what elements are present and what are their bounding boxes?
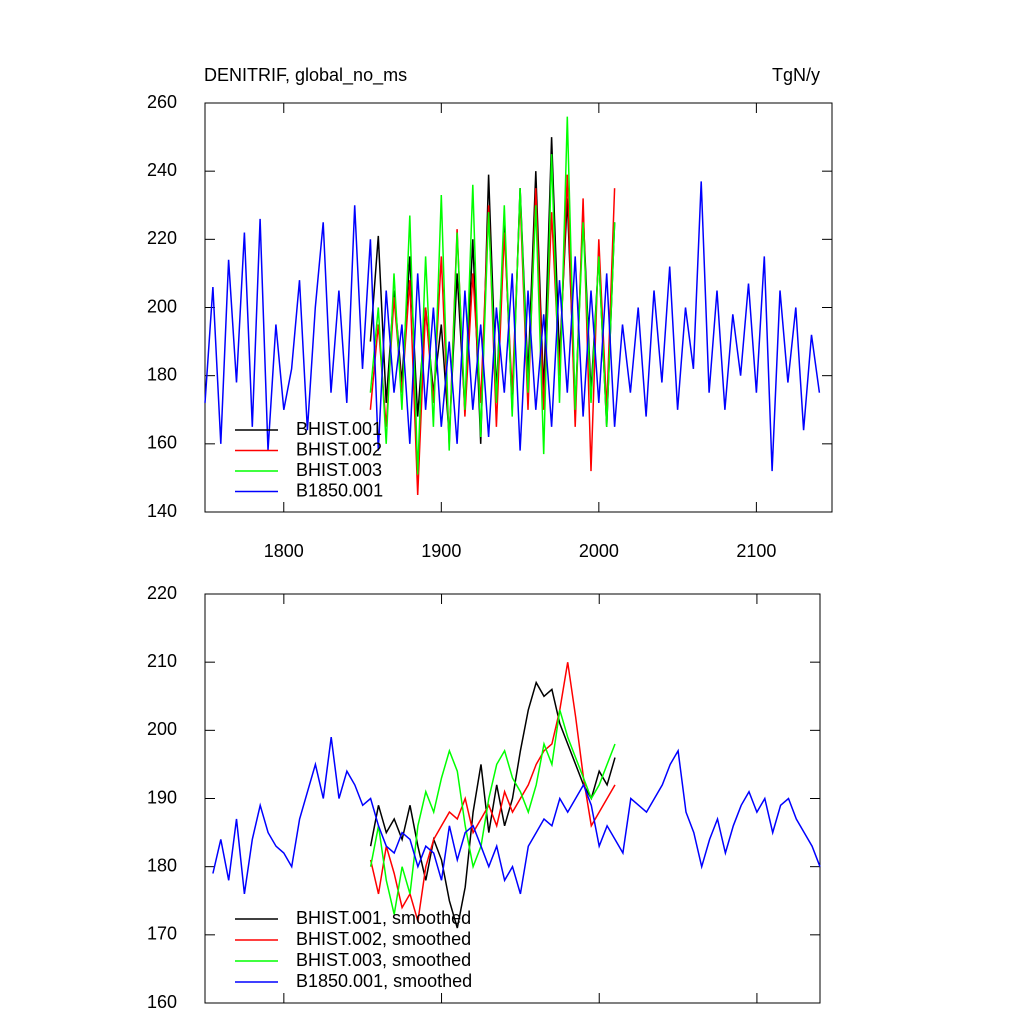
x-tick-label: 1900 xyxy=(421,541,461,561)
y-tick-label: 190 xyxy=(147,787,177,807)
units-label: TgN/y xyxy=(772,65,820,85)
series-line xyxy=(369,662,616,922)
y-tick-label: 160 xyxy=(147,992,177,1012)
legend-label: BHIST.002 xyxy=(296,439,382,459)
legend-label: BHIST.003 xyxy=(296,460,382,480)
legend-label: B1850.001 xyxy=(296,480,383,500)
y-tick-label: 180 xyxy=(147,364,177,384)
y-tick-label: 160 xyxy=(147,433,177,453)
y-tick-label: 170 xyxy=(147,924,177,944)
series-line xyxy=(369,709,616,915)
y-tick-label: 210 xyxy=(147,651,177,671)
y-tick-label: 200 xyxy=(147,719,177,739)
x-tick-label: 2100 xyxy=(736,541,776,561)
x-tick-label: 2000 xyxy=(579,541,619,561)
legend-label: BHIST.002, smoothed xyxy=(296,929,471,949)
chart-title: DENITRIF, global_no_ms xyxy=(204,65,407,86)
x-tick-label: 1800 xyxy=(264,541,304,561)
y-tick-label: 200 xyxy=(147,296,177,316)
y-tick-label: 260 xyxy=(147,92,177,112)
series-line xyxy=(369,116,616,475)
y-tick-label: 220 xyxy=(147,583,177,603)
legend-label: BHIST.001, smoothed xyxy=(296,908,471,928)
series-line xyxy=(369,680,616,929)
series-line xyxy=(204,181,821,472)
y-tick-label: 220 xyxy=(147,228,177,248)
y-tick-label: 140 xyxy=(147,501,177,521)
y-tick-label: 240 xyxy=(147,160,177,180)
legend-label: BHIST.003, smoothed xyxy=(296,950,471,970)
legend-label: B1850.001, smoothed xyxy=(296,971,472,991)
y-tick-label: 180 xyxy=(147,855,177,875)
legend-label: BHIST.001 xyxy=(296,419,382,439)
series-line xyxy=(212,737,821,895)
